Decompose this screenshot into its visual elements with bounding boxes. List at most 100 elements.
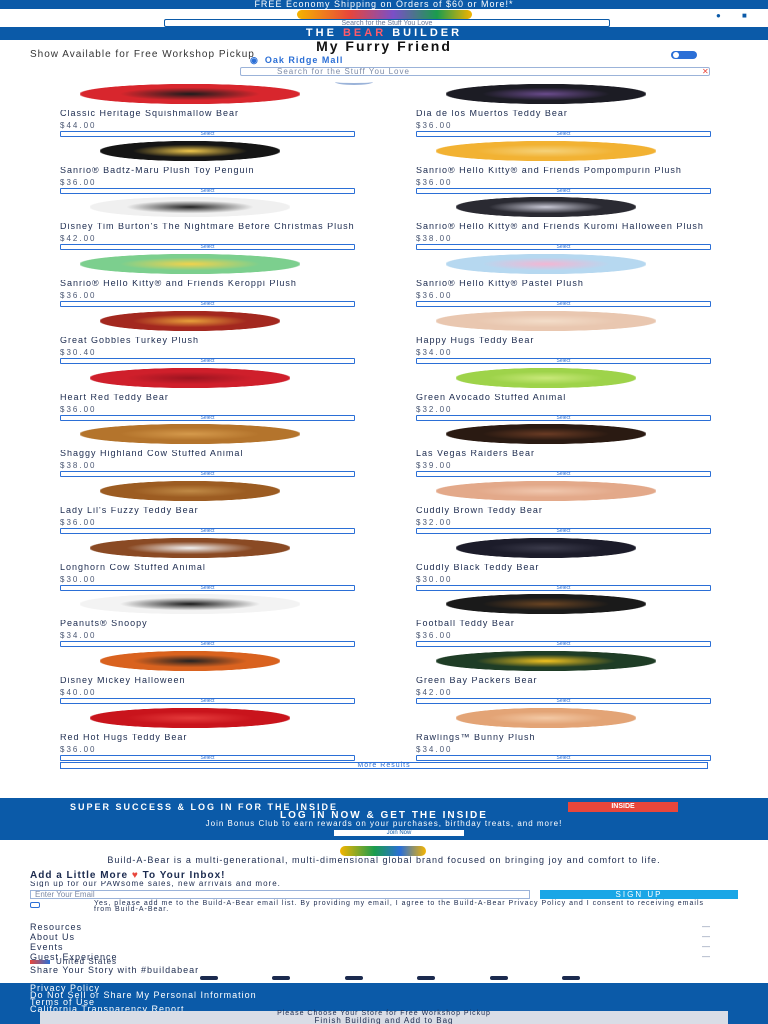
product-image[interactable] — [456, 537, 636, 558]
select-button[interactable]: Select — [60, 698, 355, 704]
product-name[interactable]: Dia de los Muertos Teddy Bear — [416, 110, 568, 118]
product-name[interactable]: Longhorn Cow Stuffed Animal — [60, 563, 206, 572]
product-image[interactable] — [456, 197, 636, 218]
product-name[interactable]: Green Avocado Stuffed Animal — [416, 393, 567, 402]
facebook-icon[interactable] — [200, 976, 218, 980]
store-location[interactable]: ◉ Oak Ridge Mall — [250, 56, 510, 65]
product-image[interactable] — [456, 367, 636, 388]
product-image[interactable] — [436, 651, 656, 671]
select-button[interactable]: Select — [416, 414, 711, 421]
youtube-icon[interactable] — [489, 976, 508, 980]
email-field[interactable]: Enter Your Email — [30, 890, 530, 899]
product-name[interactable]: Green Bay Packers Bear — [416, 677, 538, 685]
build-a-bear-footer-logo[interactable] — [340, 846, 426, 856]
product-card[interactable]: Sanrio® Hello Kitty® Pastel Plush $36.00 S… — [416, 254, 716, 310]
select-button[interactable]: Select — [416, 187, 711, 194]
product-image[interactable] — [446, 254, 646, 275]
product-card[interactable]: Las Vegas Raiders Bear $39.00 Select — [416, 424, 716, 480]
instagram-icon[interactable] — [272, 976, 291, 980]
select-button[interactable]: Select — [60, 641, 355, 648]
product-card[interactable]: Heart Red Teddy Bear $36.00 Select — [60, 367, 360, 424]
product-image[interactable] — [80, 84, 300, 104]
more-results-button[interactable]: More Results — [60, 762, 708, 769]
product-image[interactable] — [90, 367, 290, 388]
product-image[interactable] — [446, 84, 646, 104]
select-button[interactable]: Select — [60, 357, 355, 364]
select-button[interactable]: Select — [416, 471, 711, 478]
product-card[interactable]: Lady Lil's Fuzzy Teddy Bear $36.00 Select — [60, 480, 360, 537]
product-card[interactable]: Cuddly Black Teddy Bear $30.00 Select — [416, 537, 716, 594]
select-button[interactable]: Select — [416, 584, 711, 591]
select-button[interactable]: Select — [416, 244, 711, 251]
footer-link-events[interactable]: Events — — [30, 943, 738, 953]
pinterest-icon[interactable] — [344, 976, 363, 980]
select-button[interactable]: Select — [416, 131, 711, 137]
product-card[interactable]: Shaggy Highland Cow Stuffed Animal $38.00… — [60, 424, 360, 480]
tiktok-icon[interactable] — [561, 976, 580, 980]
select-button[interactable]: Select — [416, 641, 711, 648]
product-image[interactable] — [100, 140, 280, 161]
product-image[interactable] — [90, 537, 290, 558]
product-name[interactable]: Las Vegas Raiders Bear — [416, 450, 536, 459]
product-name[interactable]: Peanuts® Snoopy — [60, 620, 148, 629]
product-image[interactable] — [80, 424, 300, 445]
product-card[interactable]: Green Avocado Stuffed Animal $32.00 Select — [416, 367, 716, 424]
product-name[interactable]: Shaggy Highland Cow Stuffed Animal — [60, 450, 244, 459]
select-button[interactable]: Select — [60, 131, 355, 137]
product-name[interactable]: Heart Red Teddy Bear — [60, 393, 169, 402]
product-name[interactable]: Disney Tim Burton's The Nightmare Before… — [60, 223, 355, 232]
product-image[interactable] — [436, 480, 656, 501]
product-card[interactable]: Green Bay Packers Bear $42.00 Select — [416, 651, 716, 707]
product-card[interactable]: Red Hot Hugs Teddy Bear $36.00 Select — [60, 707, 360, 764]
finish-building-button[interactable]: Finish Building and Add to Bag — [314, 1016, 454, 1024]
select-button[interactable]: Select — [416, 301, 711, 308]
product-name[interactable]: Disney Mickey Halloween — [60, 677, 186, 685]
product-card[interactable]: Disney Tim Burton's The Nightmare Before… — [60, 197, 360, 253]
select-button[interactable]: Select — [60, 301, 355, 308]
product-name[interactable]: Lady Lil's Fuzzy Teddy Bear — [60, 506, 199, 515]
product-name[interactable]: Sanrio® Hello Kitty® and Friends Keroppi… — [60, 280, 297, 289]
product-card[interactable]: Sanrio® Hello Kitty® and Friends Kuromi … — [416, 197, 716, 253]
select-button[interactable]: Select — [60, 527, 355, 534]
product-card[interactable]: Cuddly Brown Teddy Bear $32.00 Select — [416, 480, 716, 537]
product-name[interactable]: Cuddly Black Teddy Bear — [416, 563, 540, 572]
transparency-report-link[interactable]: California Transparency Report — [30, 1004, 185, 1014]
product-card[interactable]: Longhorn Cow Stuffed Animal $30.00 Select — [60, 537, 360, 594]
footer-link-guest-experience[interactable]: Guest Experience — — [30, 953, 738, 963]
product-card[interactable]: Disney Mickey Halloween $40.00 Select — [60, 651, 360, 707]
bag-icon[interactable]: ■ — [742, 11, 747, 20]
build-a-bear-logo[interactable] — [297, 10, 472, 19]
select-button[interactable]: Select — [416, 527, 711, 534]
product-card[interactable]: Peanuts® Snoopy $34.00 Select — [60, 594, 360, 650]
select-button[interactable]: Select — [60, 754, 355, 761]
select-button[interactable]: Select — [60, 471, 355, 478]
pickup-filter-toggle[interactable] — [671, 51, 697, 59]
product-name[interactable]: Happy Hugs Teddy Bear — [416, 336, 535, 345]
product-image[interactable] — [100, 651, 280, 671]
user-icon[interactable]: ● — [716, 11, 721, 20]
product-card[interactable]: Great Gobbles Turkey Plush $30.40 Select — [60, 310, 360, 367]
select-button[interactable]: Select — [60, 584, 355, 591]
product-image[interactable] — [100, 480, 280, 501]
product-card[interactable]: Sanrio® Hello Kitty® and Friends Pompomp… — [416, 140, 716, 197]
twitter-icon[interactable] — [417, 976, 436, 980]
product-image[interactable] — [90, 197, 290, 218]
sticky-add-to-bag-bar[interactable]: Please Choose Your Store for Free Worksh… — [40, 1010, 728, 1024]
product-card[interactable]: Football Teddy Bear $36.00 Select — [416, 594, 716, 650]
select-button[interactable]: Select — [60, 187, 355, 194]
product-image[interactable] — [456, 707, 636, 728]
select-button[interactable]: Select — [416, 357, 711, 364]
product-name[interactable]: Cuddly Brown Teddy Bear — [416, 506, 543, 515]
footer-link-resources[interactable]: Resources — — [30, 923, 738, 933]
select-button[interactable]: Select — [416, 754, 711, 761]
product-name[interactable]: Rawlings™ Bunny Plush — [416, 733, 536, 742]
promo-banner[interactable]: FREE Economy Shipping on Orders of $60 o… — [0, 0, 768, 9]
product-image[interactable] — [100, 310, 280, 331]
product-image[interactable] — [90, 707, 290, 728]
footer-link-about[interactable]: About Us — — [30, 933, 738, 943]
product-image[interactable] — [80, 254, 300, 275]
product-name[interactable]: Sanrio® Hello Kitty® Pastel Plush — [416, 280, 584, 289]
privacy-policy-link[interactable]: Privacy Policy — [30, 983, 101, 993]
product-name[interactable]: Sanrio® Badtz-Maru Plush Toy Penguin — [60, 166, 255, 175]
select-button[interactable]: Select — [60, 244, 355, 251]
